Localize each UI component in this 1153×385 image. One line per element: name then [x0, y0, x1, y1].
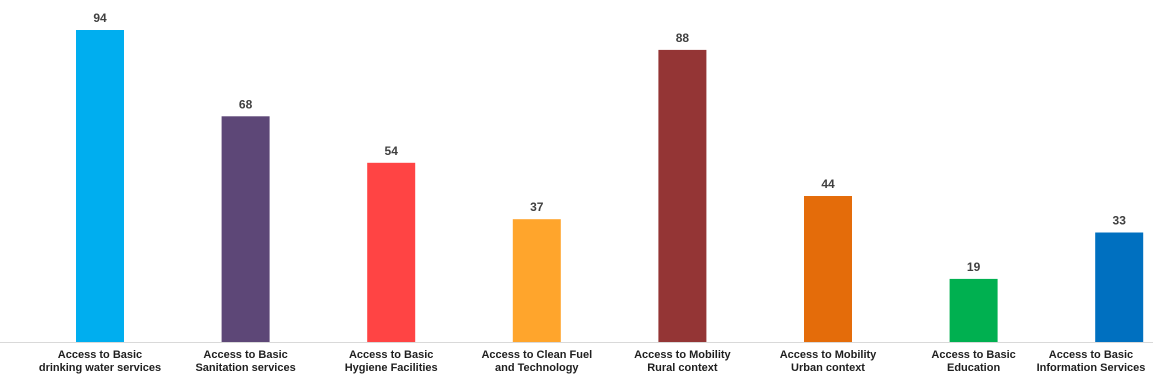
category-label-6: Access to Mobility Urban context: [779, 349, 877, 374]
category-label-3: Access to Basic Hygiene Facilities: [344, 349, 438, 374]
bar-7: [949, 278, 998, 342]
bar-3: [367, 162, 416, 342]
bars-group: [76, 30, 1144, 343]
bar-6: [804, 196, 852, 342]
data-label-3: 54: [385, 144, 399, 158]
category-label-5: Access to Mobility Rural context: [634, 349, 731, 374]
bar-2: [221, 116, 270, 342]
value-labels-group: 94 68 54 37 88 44 19 33: [93, 11, 1126, 274]
bar-8: [1095, 232, 1144, 342]
category-label-7: Access to Basic Education: [931, 349, 1016, 374]
category-label-8: Access to Basic Information Services: [1036, 349, 1146, 374]
data-label-7: 19: [967, 260, 981, 274]
bar-4: [512, 219, 561, 342]
category-label-2: Access to Basic Sanitation services: [195, 349, 296, 374]
data-label-8: 33: [1113, 214, 1127, 228]
bar-5: [658, 49, 707, 343]
data-label-6: 44: [821, 177, 835, 191]
category-label-1: Access to Basic drinking water services: [38, 349, 162, 374]
data-label-1: 94: [93, 11, 107, 25]
category-label-4: Access to Clean Fuel and Technology: [481, 349, 593, 374]
data-label-5: 88: [676, 31, 690, 45]
bar-1: [76, 30, 124, 342]
data-label-4: 37: [530, 200, 544, 214]
data-label-2: 68: [239, 97, 253, 111]
